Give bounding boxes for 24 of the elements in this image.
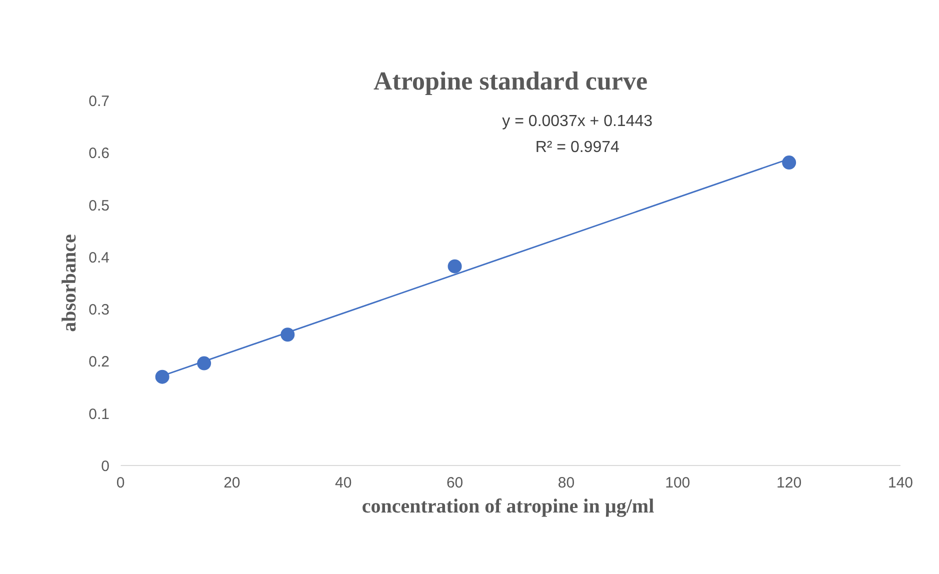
y-tick-label: 0.2	[88, 354, 110, 371]
point	[448, 259, 462, 274]
y-tick-label: 0.7	[88, 93, 110, 110]
point	[782, 156, 796, 170]
y-axis-title: absorbance	[58, 234, 81, 332]
annotation: y = 0.0037x + 0.1443	[502, 112, 653, 130]
y-tick-label: 0	[101, 458, 110, 475]
x-tick-label: 60	[446, 474, 464, 492]
y-tick-label: 0.6	[88, 145, 110, 162]
x-tick-label: 100	[665, 474, 690, 492]
x-axis-title: concentration of atropine in µg/ml	[362, 496, 655, 518]
x-tick-label: 80	[558, 474, 575, 492]
point	[155, 370, 170, 384]
x-tick-label: 0	[116, 474, 125, 492]
y-tick-label: 0.3	[88, 302, 110, 319]
x-tick-label: 120	[776, 474, 802, 492]
x-tick-label: 40	[335, 474, 352, 492]
annotation: R² = 0.9974	[535, 138, 620, 156]
x-tick-label: 20	[224, 474, 240, 492]
x-tick-label: 140	[888, 474, 914, 492]
chart-title: Atropine standard curve	[374, 66, 648, 96]
y-tick-label: 0.1	[88, 406, 110, 423]
y-tick-label: 0.5	[88, 197, 110, 214]
y-tick-label: 0.4	[88, 249, 110, 266]
